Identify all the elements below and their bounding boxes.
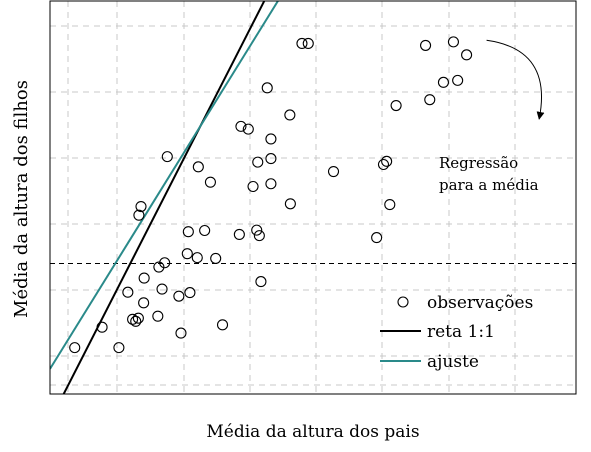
observation-point <box>122 286 134 298</box>
observation-point <box>161 151 173 163</box>
observation-point <box>132 312 144 324</box>
observation-point <box>152 310 164 322</box>
y-axis-label: Média da altura dos filhos <box>11 80 32 318</box>
observation-point <box>69 342 81 354</box>
observation-point <box>265 153 277 165</box>
observation-point <box>113 342 125 354</box>
fit-line <box>50 1 280 370</box>
observation-point <box>381 155 393 167</box>
plot-frame <box>49 0 577 395</box>
observation-point <box>191 252 203 264</box>
observation-point <box>173 290 185 302</box>
observation-point <box>199 224 211 237</box>
legend-label-fit: ajuste <box>427 352 479 372</box>
observation-point <box>424 94 436 106</box>
observation-point <box>390 99 402 112</box>
observation-point <box>159 257 171 269</box>
observation-point <box>452 74 464 86</box>
observation-point <box>96 321 108 333</box>
observation-point <box>138 297 150 309</box>
observation-point <box>204 176 216 188</box>
observation-point <box>251 224 263 236</box>
legend-label-observations: observações <box>427 293 533 313</box>
observation-point <box>135 200 147 213</box>
observation-point <box>216 319 229 331</box>
observation-point <box>420 39 432 51</box>
observation-point <box>253 230 265 242</box>
observation-point <box>233 228 245 240</box>
observation-point <box>327 166 340 178</box>
legend-label-identity: reta 1:1 <box>427 322 495 342</box>
observation-point <box>235 120 247 132</box>
observation-point <box>384 199 396 211</box>
observation-point <box>284 109 296 121</box>
observation-point <box>181 248 193 260</box>
identity-line <box>62 1 266 394</box>
observation-point <box>284 198 296 210</box>
observation-point <box>437 76 449 88</box>
observation-point <box>210 252 222 264</box>
observation-point <box>302 37 314 49</box>
observation-point <box>265 133 277 145</box>
observation-point <box>447 36 459 48</box>
observation-point <box>247 180 259 193</box>
annotation-line-1: Regressão <box>439 154 518 172</box>
observation-point <box>296 37 308 49</box>
annotation-arrow <box>486 39 545 120</box>
observation-point <box>377 158 390 171</box>
observation-point <box>371 232 383 244</box>
observation-point <box>192 161 204 173</box>
series-lines <box>50 1 280 394</box>
legend-marker-observations <box>397 296 409 308</box>
observation-point <box>156 283 168 295</box>
legend: observações reta 1:1 ajuste <box>380 293 533 372</box>
observation-point <box>133 209 145 221</box>
annotation-line-2: para a média <box>439 176 539 194</box>
observation-point <box>153 261 165 273</box>
observation-points <box>69 36 473 354</box>
observation-point <box>127 313 139 325</box>
observation-point <box>184 287 196 299</box>
grid-lines <box>50 1 576 394</box>
observation-point <box>265 178 277 190</box>
observation-point <box>130 315 142 327</box>
observation-point <box>138 272 150 284</box>
observation-point <box>182 226 194 238</box>
observation-point <box>261 82 273 94</box>
observation-point <box>252 156 264 168</box>
x-axis-label: Média da altura dos pais <box>206 422 419 442</box>
observation-point <box>255 276 267 288</box>
observation-point <box>175 327 187 339</box>
regression-annotation: Regressão para a média <box>439 39 545 194</box>
observation-point <box>461 49 473 61</box>
observation-point <box>242 123 254 135</box>
